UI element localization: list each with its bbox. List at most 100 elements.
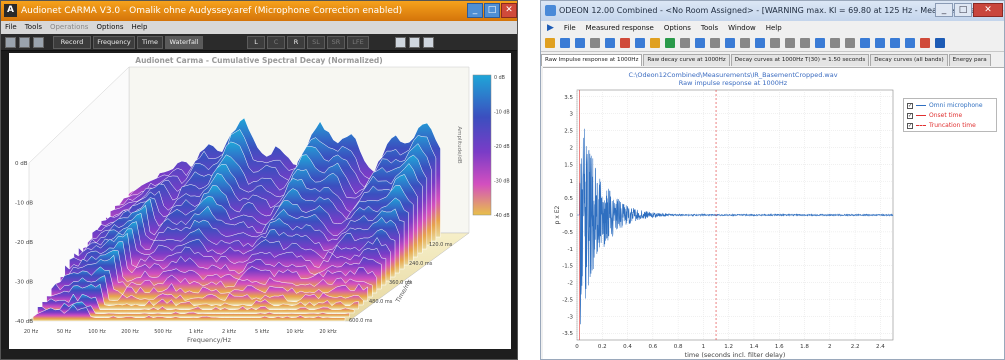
menu-window[interactable]: Window bbox=[728, 24, 756, 32]
legend-checkbox[interactable]: ✓ bbox=[907, 102, 913, 109]
legend-item-omni-microphone[interactable]: ✓ Omni microphone bbox=[907, 101, 983, 110]
toolbar-icon[interactable] bbox=[890, 38, 900, 48]
x-axis-label: time (seconds incl. filter delay) bbox=[685, 351, 786, 359]
y-tick-label: -2 bbox=[568, 281, 573, 287]
new-file-icon[interactable] bbox=[5, 37, 16, 48]
frequency-tick-label: 500 Hz bbox=[154, 329, 172, 335]
save-file-icon[interactable] bbox=[33, 37, 44, 48]
toolbar-icon[interactable] bbox=[770, 38, 780, 48]
toolbar-icon[interactable] bbox=[695, 38, 705, 48]
channel-sl-button[interactable]: SL bbox=[307, 36, 325, 49]
impulse-response-trace bbox=[577, 128, 894, 325]
toolbar-icon[interactable] bbox=[725, 38, 735, 48]
channel-r-button[interactable]: R bbox=[287, 36, 305, 49]
menu-measured-response[interactable]: Measured response bbox=[585, 24, 654, 32]
chart-legend: ✓ Omni microphone ✓ Onset time ✓ Truncat… bbox=[903, 98, 997, 132]
toolbar-icon[interactable] bbox=[740, 38, 750, 48]
time-tick-label: 360.0 ms bbox=[389, 280, 413, 286]
toolbar-icon[interactable] bbox=[605, 38, 615, 48]
close-icon[interactable]: ✕ bbox=[973, 3, 1003, 17]
menu-file[interactable]: File bbox=[563, 24, 576, 32]
toolbar-icon[interactable] bbox=[860, 38, 870, 48]
toolbar-icon[interactable] bbox=[845, 38, 855, 48]
move-icon[interactable] bbox=[409, 37, 420, 48]
toolbar-icon[interactable] bbox=[665, 38, 675, 48]
menu-operations[interactable]: Operations bbox=[49, 23, 89, 31]
frequency-tick-label: 50 Hz bbox=[57, 329, 72, 335]
carma-window: A Audionet CARMA V3.0 - Omalik ohne Audy… bbox=[0, 0, 518, 360]
carma-menubar: File Tools Operations Options Help bbox=[1, 21, 517, 34]
menu-options[interactable]: Options bbox=[663, 24, 691, 32]
toolbar-icon[interactable] bbox=[620, 38, 630, 48]
time-tick-label: 480.0 ms bbox=[369, 299, 393, 305]
carma-window-title: Audionet CARMA V3.0 - Omalik ohne Audyss… bbox=[21, 6, 403, 16]
x-axis-label: Frequency/Hz bbox=[187, 336, 232, 344]
amplitude-tick-label: -30 dB bbox=[15, 280, 33, 286]
close-icon[interactable]: ✕ bbox=[501, 3, 517, 18]
impulse-response-chart: C:\Odeon12Combined\Measurements\IR_Basem… bbox=[554, 71, 894, 359]
x-tick-label: 1 bbox=[702, 344, 706, 350]
toolbar-icon[interactable] bbox=[800, 38, 810, 48]
waterfall-button[interactable]: Waterfall bbox=[165, 36, 203, 49]
play-arrow-icon[interactable]: ▶ bbox=[547, 23, 554, 33]
maximize-icon[interactable]: □ bbox=[484, 3, 500, 18]
toolbar-icon[interactable] bbox=[935, 38, 945, 48]
channel-l-button[interactable]: L bbox=[247, 36, 265, 49]
toolbar-icon[interactable] bbox=[710, 38, 720, 48]
legend-checkbox[interactable]: ✓ bbox=[907, 112, 913, 119]
legend-item-truncation-time[interactable]: ✓ Truncation time bbox=[907, 121, 976, 130]
odeon-app-icon bbox=[545, 5, 556, 16]
tab-raw-decay-curve[interactable]: Raw decay curve at 1000Hz bbox=[643, 54, 730, 66]
menu-tools[interactable]: Tools bbox=[700, 24, 719, 32]
menu-tools[interactable]: Tools bbox=[24, 23, 42, 31]
toolbar-icon[interactable] bbox=[545, 38, 555, 48]
x-tick-label: 2.4 bbox=[876, 344, 885, 350]
minimize-icon[interactable]: _ bbox=[467, 3, 483, 18]
frequency-button[interactable]: Frequency bbox=[93, 36, 135, 49]
menu-help[interactable]: Help bbox=[131, 23, 148, 31]
toolbar-icon[interactable] bbox=[920, 38, 930, 48]
colorbar-tick-label: 0 dB bbox=[494, 75, 505, 81]
time-button[interactable]: Time bbox=[137, 36, 163, 49]
amplitude-tick-label: -40 dB bbox=[15, 319, 33, 325]
tab-raw-impulse-response[interactable]: Raw Impulse response at 1000Hz bbox=[541, 54, 643, 66]
tab-decay-curves-t30[interactable]: Decay curves at 1000Hz T(30) = 1.50 seco… bbox=[730, 54, 870, 66]
toolbar-icon[interactable] bbox=[875, 38, 885, 48]
x-tick-label: 0.4 bbox=[623, 344, 632, 350]
x-tick-label: 1.2 bbox=[724, 344, 733, 350]
maximize-icon[interactable]: □ bbox=[954, 3, 972, 17]
toolbar-icon[interactable] bbox=[680, 38, 690, 48]
toolbar-icon[interactable] bbox=[830, 38, 840, 48]
crosshair-icon[interactable] bbox=[423, 37, 434, 48]
waterfall-plot: Audionet Carma - Cumulative Spectral Dec… bbox=[9, 53, 511, 349]
toolbar-icon[interactable] bbox=[755, 38, 765, 48]
toolbar-icon[interactable] bbox=[785, 38, 795, 48]
record-button[interactable]: Record bbox=[53, 36, 91, 49]
open-file-icon[interactable] bbox=[19, 37, 30, 48]
y-tick-label: 1 bbox=[570, 179, 574, 185]
menu-file[interactable]: File bbox=[5, 23, 17, 31]
toolbar-icon[interactable] bbox=[815, 38, 825, 48]
toolbar-icon[interactable] bbox=[635, 38, 645, 48]
minimize-icon[interactable]: _ bbox=[935, 3, 953, 17]
channel-sr-button[interactable]: SR bbox=[327, 36, 345, 49]
channel-c-button[interactable]: C bbox=[267, 36, 285, 49]
toolbar-icon[interactable] bbox=[560, 38, 570, 48]
zoom-icon[interactable] bbox=[395, 37, 406, 48]
toolbar-icon[interactable] bbox=[575, 38, 585, 48]
legend-checkbox[interactable]: ✓ bbox=[907, 122, 913, 129]
time-tick-label: 600.0 ms bbox=[349, 318, 373, 324]
y-tick-label: 1.5 bbox=[564, 162, 573, 168]
channel-lfe-button[interactable]: LFE bbox=[347, 36, 369, 49]
y-tick-label: -1 bbox=[568, 247, 573, 253]
toolbar-icon[interactable] bbox=[905, 38, 915, 48]
menu-help[interactable]: Help bbox=[765, 24, 782, 32]
tab-decay-curves-all-bands[interactable]: Decay curves (all bands) bbox=[870, 54, 948, 66]
legend-item-onset-time[interactable]: ✓ Onset time bbox=[907, 111, 962, 120]
toolbar-icon[interactable] bbox=[590, 38, 600, 48]
time-ticks: 120.0 ms 240.0 ms 360.0 ms 480.0 ms 600.0 ms bbox=[349, 242, 453, 324]
carma-toolbar: Record Frequency Time Waterfall L C R SL… bbox=[1, 34, 517, 51]
tab-energy-parameters[interactable]: Energy para bbox=[948, 54, 991, 66]
menu-options[interactable]: Options bbox=[96, 23, 124, 31]
toolbar-icon[interactable] bbox=[650, 38, 660, 48]
